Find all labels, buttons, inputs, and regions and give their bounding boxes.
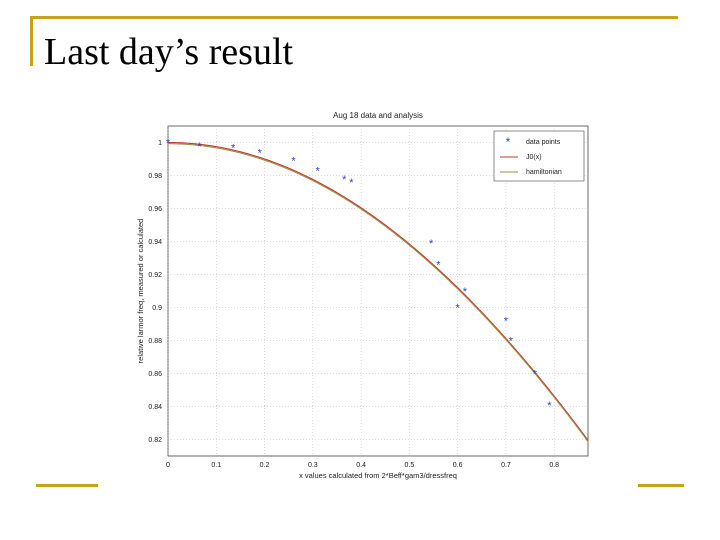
y-tick-label: 0.82	[148, 437, 162, 444]
x-tick-label: 0.7	[501, 462, 511, 469]
data-point-marker: *	[258, 147, 263, 159]
x-tick-label: 0.4	[356, 462, 366, 469]
y-tick-label: 0.88	[148, 338, 162, 345]
data-point-marker: *	[429, 238, 434, 250]
series-line-hamiltonian	[167, 143, 589, 442]
x-axis-label: x values calculated from 2*Beff*gam3/dre…	[299, 471, 457, 480]
y-tick-label: 0.86	[148, 371, 162, 378]
x-tick-label: 0.8	[549, 462, 559, 469]
legend-label-j0: J0(x)	[526, 154, 542, 161]
chart-title: Aug 18 data and analysis	[333, 111, 423, 120]
data-point-marker: *	[436, 260, 441, 272]
y-tick-label: 0.9	[152, 305, 162, 312]
x-tick-label: 0.2	[260, 462, 270, 469]
y-tick-label: 0.92	[148, 272, 162, 279]
data-point-marker: *	[547, 400, 552, 412]
legend-box	[493, 130, 585, 182]
data-point-marker: *	[342, 174, 347, 186]
data-point-marker: *	[166, 138, 171, 150]
data-point-marker: *	[231, 142, 236, 154]
y-tick-label: 0.94	[148, 239, 162, 246]
x-tick-label: 0	[166, 462, 170, 469]
x-tick-label: 0.5	[405, 462, 415, 469]
legend: * data points J0(x) hamiltonian	[493, 130, 585, 182]
legend-label-hamiltonian: hamiltonian	[526, 169, 562, 176]
slide-title: Last day’s result	[44, 31, 294, 73]
y-tick-label: 1	[158, 140, 162, 147]
y-tick-label: 0.96	[148, 206, 162, 213]
bottom-left-rule	[36, 484, 98, 487]
data-point-marker: *	[456, 303, 461, 315]
y-tick-label: 0.98	[148, 173, 162, 180]
data-point-marker: *	[291, 156, 296, 168]
top-border-line	[30, 16, 678, 19]
legend-label-data-points: data points	[526, 139, 561, 146]
data-point-marker: *	[197, 141, 202, 153]
data-point-marker: *	[509, 336, 514, 348]
y-axis-label: relative larmor freq, measured or calcul…	[136, 219, 145, 364]
data-point-marker: *	[316, 166, 321, 178]
bottom-right-rule	[638, 484, 684, 487]
x-tick-label: 0.6	[453, 462, 463, 469]
x-tick-label: 0.1	[211, 462, 221, 469]
series-line-j0-x-	[167, 141, 589, 441]
left-border-line	[30, 16, 33, 66]
x-tick-label: 0.3	[308, 462, 318, 469]
data-point-marker: *	[504, 316, 509, 328]
legend-marker-star: *	[506, 135, 511, 149]
data-point-marker: *	[463, 286, 468, 298]
data-point-marker: *	[349, 177, 354, 189]
y-tick-label: 0.84	[148, 404, 162, 411]
data-point-marker: *	[533, 369, 538, 381]
